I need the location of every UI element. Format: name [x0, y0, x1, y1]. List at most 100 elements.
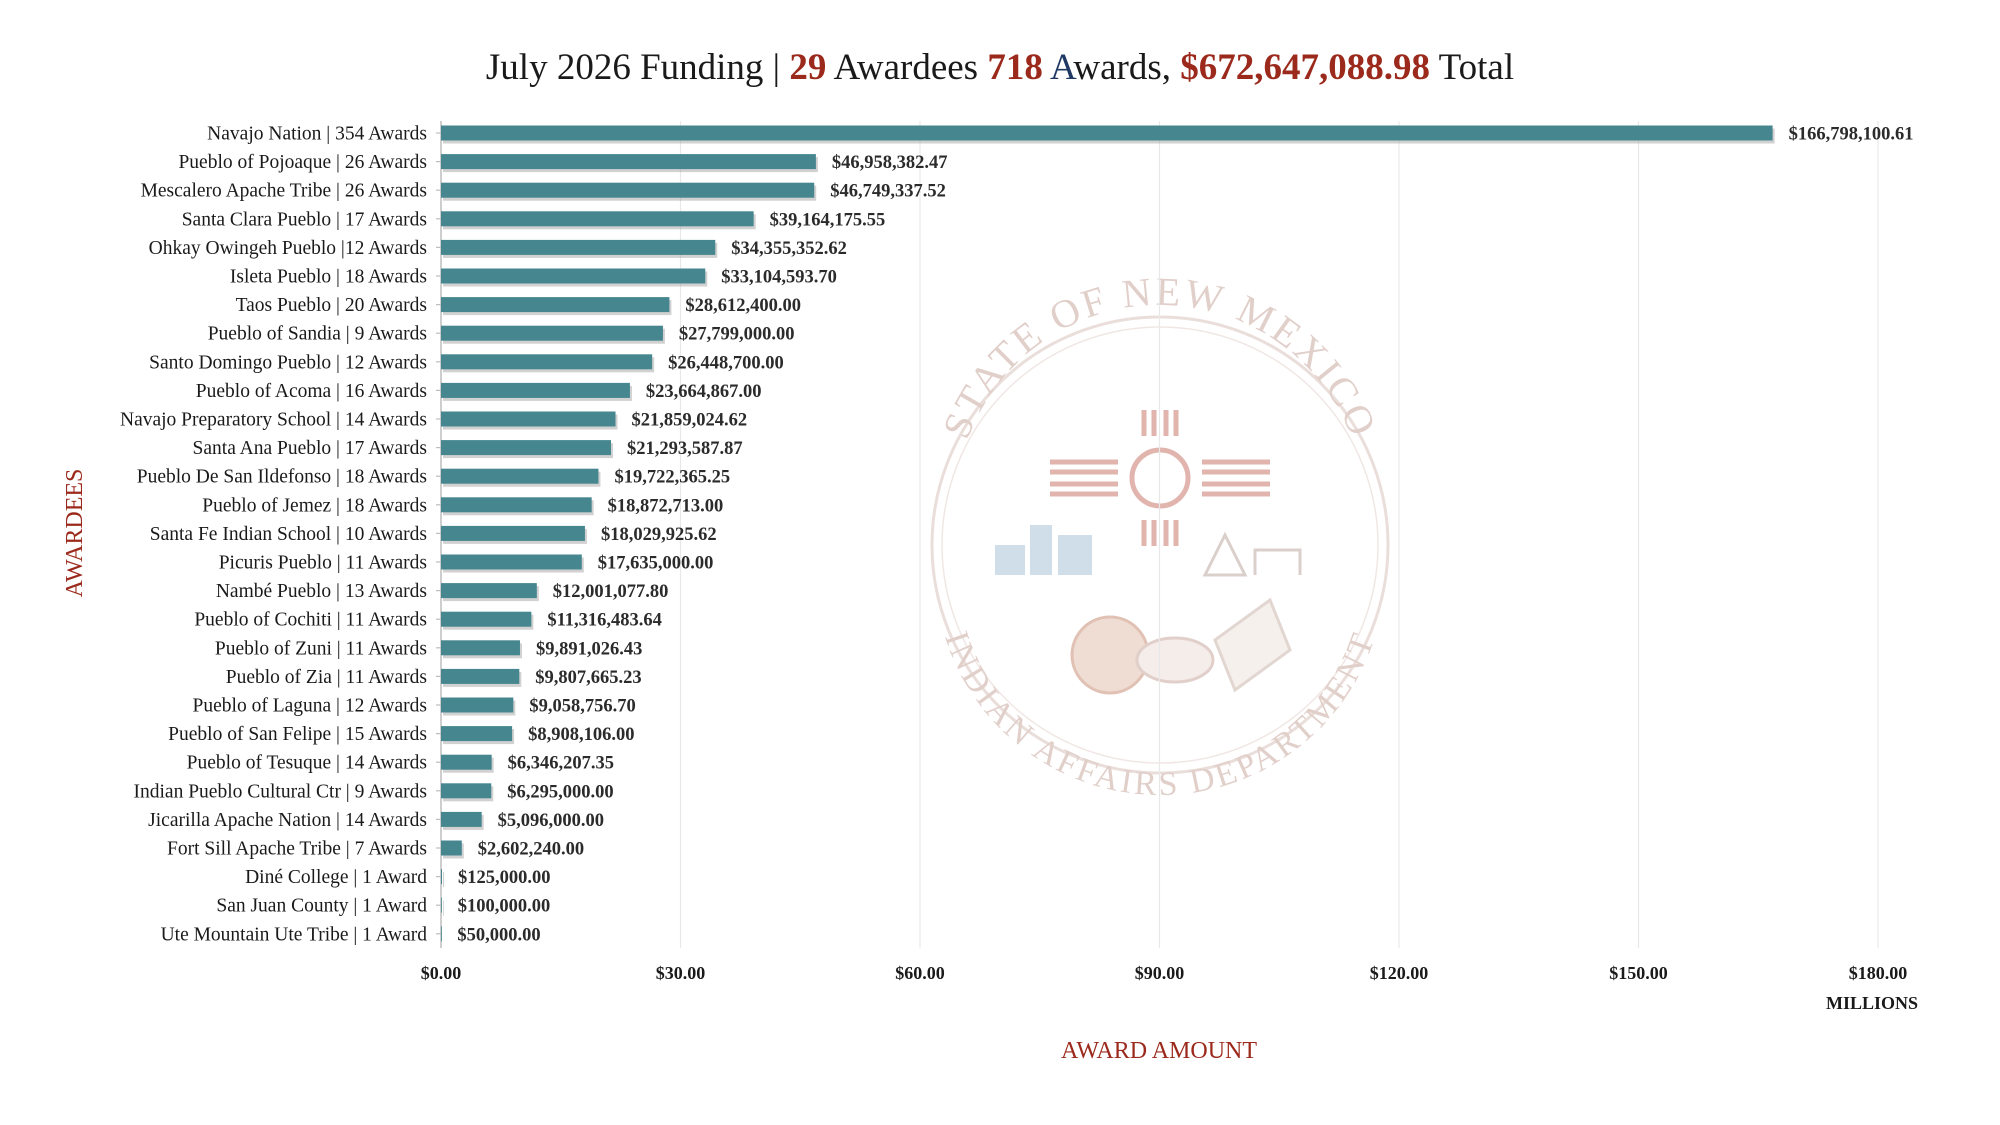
- value-label: $11,316,483.64: [547, 611, 662, 631]
- gridlines: [679, 121, 1879, 948]
- value-label: $9,891,026.43: [536, 639, 642, 659]
- category-label: Isleta Pueblo | 18 Awards: [230, 267, 427, 288]
- category-label: Pueblo of Pojoaque | 26 Awards: [178, 152, 427, 173]
- value-label: $50,000.00: [457, 925, 540, 945]
- category-label: Pueblo of Zuni | 11 Awards: [215, 638, 427, 659]
- x-tick-label: $120.00: [1370, 963, 1429, 983]
- bar-shadow: [443, 900, 444, 916]
- value-label: $34,355,352.62: [731, 239, 847, 259]
- category-label: Diné College | 1 Award: [245, 867, 427, 888]
- value-label: $6,295,000.00: [507, 782, 613, 802]
- bar: [441, 382, 630, 398]
- x-axis-title: AWARD AMOUNT: [1061, 1038, 1257, 1064]
- bar: [441, 726, 513, 742]
- bar: [441, 497, 592, 513]
- category-label: Pueblo of Jemez | 18 Awards: [202, 495, 427, 516]
- bar: [441, 611, 532, 627]
- category-label: Pueblo of Sandia | 9 Awards: [208, 324, 427, 345]
- value-label: $2,602,240.00: [478, 840, 584, 860]
- value-label: $8,908,106.00: [528, 725, 634, 745]
- category-label: Mescalero Apache Tribe | 26 Awards: [141, 181, 427, 202]
- bar: [441, 525, 585, 541]
- bar: [441, 154, 816, 170]
- category-label: Picuris Pueblo | 11 Awards: [219, 553, 427, 574]
- bar: [441, 411, 616, 427]
- bar: [441, 754, 492, 770]
- value-label: $100,000.00: [458, 897, 551, 917]
- category-label: San Juan County | 1 Award: [216, 896, 427, 917]
- value-label: $23,664,867.00: [646, 382, 762, 402]
- category-label: Pueblo of San Felipe | 15 Awards: [168, 724, 427, 745]
- category-label: Santa Fe Indian School | 10 Awards: [150, 524, 427, 545]
- value-label: $28,612,400.00: [685, 296, 801, 316]
- bar: [441, 268, 706, 284]
- bar-shadow: [443, 872, 444, 888]
- category-label: Nambé Pueblo | 13 Awards: [216, 581, 427, 602]
- value-label: $19,722,365.25: [614, 468, 730, 488]
- x-tick-label: $150.00: [1609, 963, 1668, 983]
- value-label: $12,001,077.80: [553, 582, 669, 602]
- category-label: Ohkay Owingeh Pueblo |12 Awards: [149, 238, 427, 259]
- tipi-icon: [1202, 531, 1302, 577]
- title-total: $672,647,088.98: [1180, 47, 1431, 88]
- value-label: $46,958,382.47: [832, 153, 948, 173]
- bar: [441, 783, 492, 799]
- bar: [441, 926, 442, 942]
- value-label: $17,635,000.00: [598, 554, 714, 574]
- value-label: $21,293,587.87: [627, 439, 743, 459]
- value-label: $39,164,175.55: [770, 210, 886, 230]
- category-label: Navajo Nation | 354 Awards: [207, 124, 427, 145]
- bar: [441, 697, 514, 713]
- x-tick-label: $0.00: [421, 963, 462, 983]
- bar: [441, 640, 520, 656]
- title-awards-count: 718: [987, 47, 1043, 88]
- skyline-icon: [995, 525, 1092, 575]
- title-prefix: July 2026 Funding |: [485, 47, 790, 88]
- category-label: Pueblo of Zia | 11 Awards: [226, 667, 427, 688]
- x-tick-label: $90.00: [1135, 963, 1185, 983]
- category-label: Fort Sill Apache Tribe | 7 Awards: [167, 839, 427, 860]
- category-label: Pueblo De San Ildefonso | 18 Awards: [137, 467, 427, 488]
- bar: [441, 182, 815, 198]
- value-label: $9,058,756.70: [529, 697, 635, 717]
- value-label: $125,000.00: [458, 868, 551, 888]
- bar: [441, 239, 716, 255]
- category-label: Santo Domingo Pueblo | 12 Awards: [149, 352, 427, 373]
- title-awardees-count: 29: [789, 47, 827, 88]
- category-label: Santa Clara Pueblo | 17 Awards: [182, 209, 427, 230]
- value-label: $5,096,000.00: [498, 811, 604, 831]
- category-label: Indian Pueblo Cultural Ctr | 9 Awards: [134, 781, 428, 802]
- x-unit-label: MILLIONS: [1826, 993, 1918, 1013]
- category-label: Pueblo of Laguna | 12 Awards: [193, 696, 427, 717]
- value-label: $33,104,593.70: [721, 268, 837, 288]
- x-tick-label: $180.00: [1849, 963, 1908, 983]
- bar: [441, 325, 663, 341]
- value-label: $46,749,337.52: [830, 182, 946, 202]
- bars: [436, 125, 1775, 942]
- value-label: $18,872,713.00: [608, 496, 724, 516]
- bar: [441, 583, 537, 599]
- value-label: $21,859,024.62: [632, 411, 748, 431]
- bar: [441, 440, 611, 456]
- value-label: $166,798,100.61: [1789, 125, 1914, 145]
- title-awards-rest: wards,: [1073, 47, 1181, 88]
- bar: [441, 668, 520, 684]
- bar: [441, 468, 599, 484]
- bar: [441, 869, 442, 885]
- value-label: $9,807,665.23: [535, 668, 641, 688]
- bar: [441, 897, 442, 913]
- bar: [441, 354, 653, 370]
- category-label: Pueblo of Acoma | 16 Awards: [196, 381, 427, 402]
- chart-title: July 2026 Funding | 29 Awardees 718 Awar…: [0, 46, 2000, 89]
- x-tick-label: $60.00: [895, 963, 945, 983]
- category-label: Navajo Preparatory School | 14 Awards: [120, 410, 427, 431]
- category-label: Santa Ana Pueblo | 17 Awards: [193, 438, 427, 459]
- x-tick-label: $30.00: [656, 963, 706, 983]
- category-label: Ute Mountain Ute Tribe | 1 Award: [161, 924, 428, 945]
- category-label: Jicarilla Apache Nation | 14 Awards: [148, 810, 427, 831]
- bar: [441, 211, 754, 227]
- category-label: Taos Pueblo | 20 Awards: [236, 295, 427, 316]
- bar: [441, 554, 582, 570]
- moccasin-icon: [1213, 597, 1292, 693]
